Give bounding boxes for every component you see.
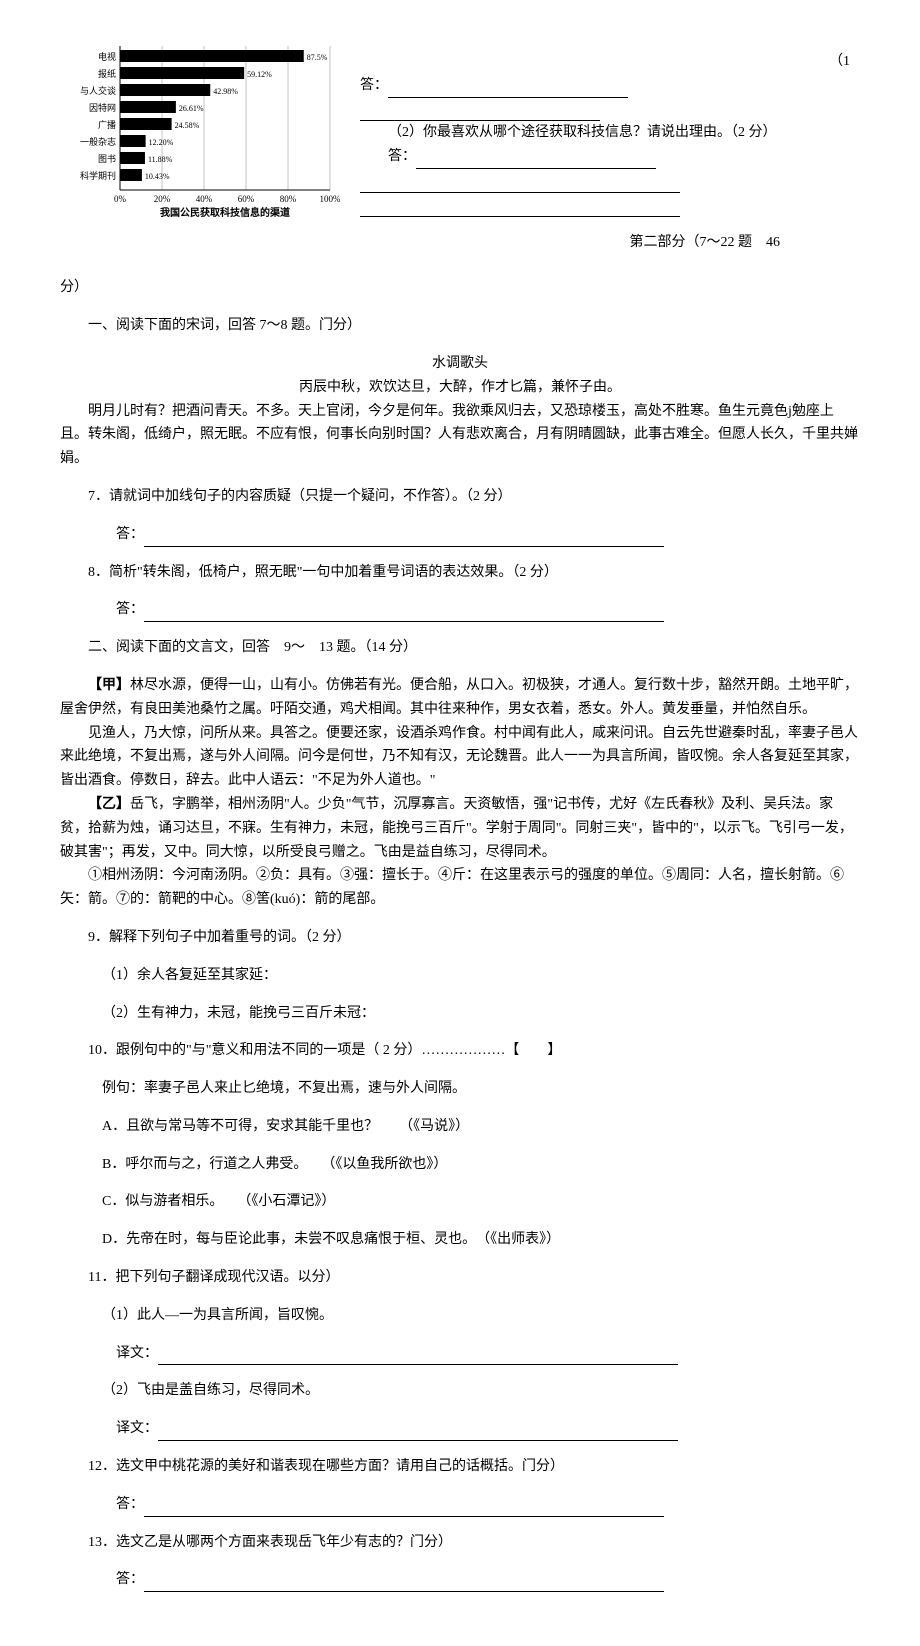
- part2-header: 第二部分（7～22 题 46: [360, 231, 860, 255]
- svg-text:12.20%: 12.20%: [149, 138, 174, 147]
- svg-text:60%: 60%: [238, 194, 255, 204]
- svg-text:与人交谈: 与人交谈: [80, 85, 116, 96]
- svg-text:一般杂志: 一般杂志: [80, 136, 116, 147]
- q13-answer: 答：: [60, 1568, 860, 1592]
- q9-sub2: （2）生有神力，未冠，能挽弓三百斤未冠：: [60, 1002, 860, 1026]
- q9-sub1: （1）余人各复延至其家延：: [60, 964, 860, 988]
- section2-intro: 二、阅读下面的文言文，回答 9～ 13 题。（14 分）: [60, 636, 860, 660]
- q10-example: 例句：率妻子邑人来止匕绝境，不复出焉，速与外人间隔。: [60, 1077, 860, 1101]
- svg-text:10.43%: 10.43%: [145, 172, 170, 181]
- q11-sub2: （2）飞由是盖自练习，尽得同术。: [60, 1379, 860, 1403]
- answer-line-1b: [360, 98, 860, 122]
- chart-right-column: （1 答： （2）你最喜欢从哪个途径获取科技信息？请说出理由。（2 分） 答： …: [340, 40, 860, 268]
- blank[interactable]: [144, 604, 664, 622]
- svg-text:因特网: 因特网: [89, 102, 116, 113]
- blank[interactable]: [144, 1574, 664, 1592]
- svg-text:广播: 广播: [98, 119, 116, 130]
- jia-p1: 【甲】林尽水源，便得一山，山有小。仿佛若有光。便合船，从口入。初极狭，才通人。复…: [60, 674, 860, 722]
- blank[interactable]: [388, 80, 628, 98]
- q11-2-answer: 译文：: [60, 1417, 860, 1441]
- question-7: 7．请就词中加线句子的内容质疑（只提一个疑问，不作答）。（2 分）: [60, 485, 860, 509]
- notes: ①相州汤阴：今河南汤阴。②负：具有。③强：擅长于。④斤：在这里表示弓的强度的单位…: [60, 864, 860, 912]
- svg-text:科学期刊: 科学期刊: [80, 170, 116, 181]
- poem-title: 水调歌头: [60, 352, 860, 376]
- answer-line-1: 答：: [360, 74, 860, 98]
- answer-line-2b: [360, 169, 860, 193]
- svg-text:42.98%: 42.98%: [213, 87, 238, 96]
- blank[interactable]: [360, 175, 680, 193]
- yi-label: 【乙】: [88, 797, 130, 812]
- top-note: （1: [360, 50, 860, 74]
- question-2: （2）你最喜欢从哪个途径获取科技信息？请说出理由。（2 分）: [360, 121, 860, 145]
- svg-text:59.12%: 59.12%: [247, 70, 272, 79]
- blank[interactable]: [158, 1348, 678, 1366]
- svg-text:图书: 图书: [98, 154, 116, 164]
- q10-option-b[interactable]: B．呼尔而与之，行道之人弗受。 （《以鱼我所欲也》）: [60, 1153, 860, 1177]
- svg-text:20%: 20%: [154, 194, 171, 204]
- blank[interactable]: [360, 199, 680, 217]
- svg-text:26.61%: 26.61%: [179, 104, 204, 113]
- blank[interactable]: [158, 1423, 678, 1441]
- answer-line-2c: [360, 193, 860, 217]
- q7-answer: 答：: [60, 523, 860, 547]
- bar-chart: 0% 20% 40% 60% 80% 100% 电视 87.5% 报纸 59.12% 与人交谈 42.…: [60, 40, 340, 220]
- q11-1-answer: 译文：: [60, 1342, 860, 1366]
- jia-p2: 见渔人，乃大惊，问所从来。具答之。便要还家，设酒杀鸡作食。村中闻有此人，咸来问讯…: [60, 722, 860, 793]
- q10-option-d[interactable]: D．先帝在时，每与臣论此事，未尝不叹息痛恨于桓、灵也。 （《出师表》）: [60, 1228, 860, 1252]
- yi-p1: 【乙】岳飞，字鹏举，相州汤阴"人。少负"气节，沉厚寡言。天资敏悟，强"记书传，尤…: [60, 793, 860, 864]
- chart-and-questions: 0% 20% 40% 60% 80% 100% 电视 87.5% 报纸 59.12% 与人交谈 42.…: [60, 40, 860, 268]
- chart-container: 0% 20% 40% 60% 80% 100% 电视 87.5% 报纸 59.12% 与人交谈 42.…: [60, 40, 340, 220]
- svg-text:24.58%: 24.58%: [175, 121, 200, 130]
- q11-sub1: （1）此人—一为具言所闻，旨叹惋。: [60, 1304, 860, 1328]
- blank[interactable]: [360, 104, 600, 122]
- question-10: 10．跟例句中的"与"意义和用法不同的一项是（ 2 分）………………【 】: [60, 1039, 860, 1063]
- blank[interactable]: [144, 529, 664, 547]
- q10-option-c[interactable]: C．似与游者相乐。 （《小石潭记》）: [60, 1190, 860, 1214]
- fen-continuation: 分）: [60, 276, 860, 300]
- blank[interactable]: [416, 151, 656, 169]
- question-11: 11．把下列句子翻译成现代汉语。以分）: [60, 1266, 860, 1290]
- poem-subtitle: 丙辰中秋，欢饮达旦，大醉，作才匕篇，兼怀子由。: [60, 376, 860, 400]
- q8-answer: 答：: [60, 598, 860, 622]
- svg-text:80%: 80%: [280, 194, 297, 204]
- jia-label: 【甲】: [88, 678, 130, 693]
- svg-text:100%: 100%: [320, 194, 341, 204]
- question-8: 8．简析"转朱阁，低椅户，照无眠"一句中加着重号词语的表达效果。（2 分）: [60, 561, 860, 585]
- question-9: 9．解释下列句子中加着重号的词。（2 分）: [60, 926, 860, 950]
- svg-text:报纸: 报纸: [98, 68, 116, 79]
- q12-answer: 答：: [60, 1493, 860, 1517]
- section1-intro: 一、阅读下面的宋词，回答 7～8 题。门分）: [60, 314, 860, 338]
- poem-body: 明月儿时有？把酒问青天。不多。天上官闭，今夕是何年。我欲乘风归去，又恐琼楼玉，高…: [60, 400, 860, 471]
- blank[interactable]: [144, 1499, 664, 1517]
- svg-text:0%: 0%: [114, 194, 127, 204]
- answer-line-2: 答：: [360, 145, 860, 169]
- svg-text:电视: 电视: [98, 51, 116, 62]
- svg-text:11.88%: 11.88%: [148, 155, 173, 164]
- svg-text:40%: 40%: [196, 194, 213, 204]
- question-13: 13．选文乙是从哪两个方面来表现岳飞年少有志的？门分）: [60, 1531, 860, 1555]
- svg-text:我国公民获取科技信息的渠道: 我国公民获取科技信息的渠道: [160, 206, 290, 219]
- q10-option-a[interactable]: A．且欲与常马等不可得，安求其能千里也？ （《马说》）: [60, 1115, 860, 1139]
- question-12: 12．选文甲中桃花源的美好和谐表现在哪些方面？请用自己的话概括。门分）: [60, 1455, 860, 1479]
- svg-text:87.5%: 87.5%: [307, 53, 328, 62]
